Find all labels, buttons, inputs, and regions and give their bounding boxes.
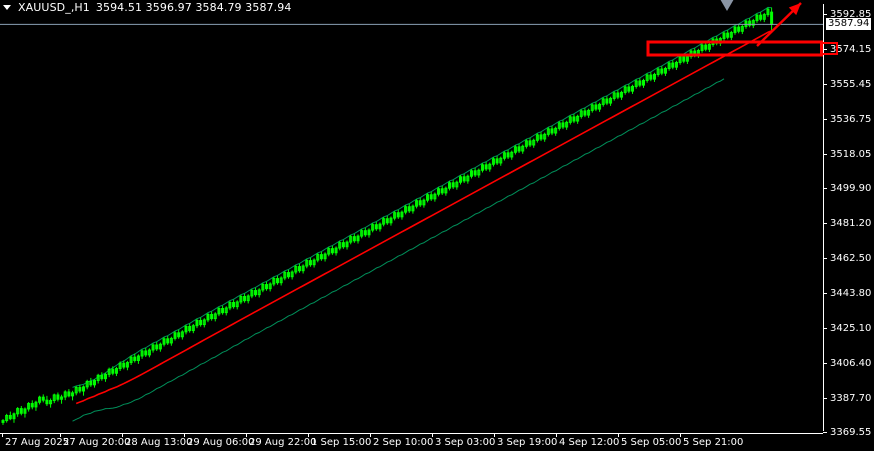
tick-mark — [680, 433, 681, 437]
price-axis-tick: 3443.80 — [823, 289, 874, 299]
time-axis-line — [0, 433, 823, 434]
time-axis[interactable]: 27 Aug 2025 27 Aug 20:00 28 Aug 13:00 29 Au… — [0, 433, 874, 451]
tick-mark — [122, 433, 123, 437]
bollinger-upper-band — [72, 6, 772, 388]
price-tick-label: 3443.80 — [830, 288, 872, 300]
tick-mark — [823, 154, 827, 156]
price-axis[interactable]: 3592.85 3574.15 3555.45 3536.75 3518.05 3499.… — [823, 0, 874, 438]
tick-mark — [2, 433, 3, 437]
time-tick-label: 29 Aug 22:00 — [249, 437, 317, 448]
price-tick-label: 3592.85 — [830, 9, 872, 21]
tick-mark — [823, 223, 827, 225]
price-tick-label: 3555.45 — [830, 79, 872, 91]
tick-mark — [823, 432, 827, 433]
symbol-label: XAUUSD_,H1 — [18, 1, 90, 14]
current-price-tag: 3587.94 — [826, 18, 872, 31]
tick-mark — [432, 433, 433, 437]
tick-mark — [823, 258, 827, 260]
tick-mark — [494, 433, 495, 437]
triangle-down-icon[interactable] — [3, 5, 11, 10]
price-tick-label: 3574.15 — [830, 44, 872, 56]
price-axis-tick: 3574.15 — [823, 45, 874, 55]
tick-mark — [823, 328, 827, 330]
price-tick-label: 3481.20 — [830, 218, 872, 230]
time-tick-label: 1 Sep 15:00 — [311, 437, 372, 448]
chart-canvas — [0, 0, 823, 425]
price-tick-label: 3462.50 — [830, 253, 872, 265]
time-tick-label: 27 Aug 20:00 — [63, 437, 131, 448]
price-axis-tick: 3425.10 — [823, 324, 874, 334]
tick-mark — [184, 433, 185, 437]
time-tick-label: 5 Sep 21:00 — [683, 437, 744, 448]
price-tick-label: 3369.55 — [830, 427, 872, 438]
candlestick-series — [1, 7, 774, 425]
time-tick-label: 29 Aug 06:00 — [187, 437, 255, 448]
price-tick-label: 3536.75 — [830, 114, 872, 126]
tick-mark — [823, 119, 827, 121]
tick-mark — [823, 14, 827, 16]
price-axis-tick: 3481.20 — [823, 219, 874, 229]
tick-mark — [823, 293, 827, 295]
price-axis-tick: 3536.75 — [823, 115, 874, 125]
price-axis-tick: 3462.50 — [823, 254, 874, 264]
price-tick-label: 3425.10 — [830, 323, 872, 335]
tick-mark — [60, 433, 61, 437]
tick-mark — [823, 188, 827, 190]
price-axis-tick: 3369.55 — [823, 428, 874, 438]
price-axis-tick: 3406.40 — [823, 359, 874, 369]
tick-mark — [618, 433, 619, 437]
annotation-layer[interactable] — [646, 0, 823, 57]
price-axis-tick: 3592.85 — [823, 10, 874, 20]
price-axis-line — [823, 4, 824, 431]
price-axis-tick: 3555.45 — [823, 80, 874, 90]
tick-mark — [556, 433, 557, 437]
price-axis-tick: 3387.70 — [823, 394, 874, 404]
time-tick-label: 28 Aug 13:00 — [125, 437, 193, 448]
price-tick-label: 3406.40 — [830, 358, 872, 370]
time-tick-label: 5 Sep 05:00 — [621, 437, 682, 448]
price-tick-label: 3499.90 — [830, 183, 872, 195]
price-tick-label: 3518.05 — [830, 149, 872, 161]
time-tick-label: 2 Sep 10:00 — [373, 437, 434, 448]
time-tick-label: 3 Sep 03:00 — [435, 437, 496, 448]
tick-mark — [823, 398, 827, 400]
price-tick-label: 3387.70 — [830, 393, 872, 405]
tick-mark — [246, 433, 247, 437]
moving-average-line — [75, 30, 772, 405]
time-tick-label: 4 Sep 12:00 — [559, 437, 620, 448]
tick-mark — [370, 433, 371, 437]
price-axis-tick: 3518.05 — [823, 150, 874, 160]
price-axis-tick: 3499.90 — [823, 184, 874, 194]
bollinger-lower-band — [72, 78, 725, 422]
tick-mark — [823, 363, 827, 365]
time-tick-label: 27 Aug 2025 — [5, 437, 70, 448]
time-tick-label: 3 Sep 19:00 — [497, 437, 558, 448]
chart-plot-area[interactable] — [0, 0, 823, 433]
tick-mark — [823, 84, 827, 86]
tick-mark — [823, 49, 827, 51]
price-tag-box — [820, 42, 838, 55]
chart-info-bar: XAUUSD_,H1 3594.51 3596.97 3584.79 3587.… — [0, 0, 874, 15]
ohlc-values: 3594.51 3596.97 3584.79 3587.94 — [95, 1, 292, 14]
tick-mark — [308, 433, 309, 437]
